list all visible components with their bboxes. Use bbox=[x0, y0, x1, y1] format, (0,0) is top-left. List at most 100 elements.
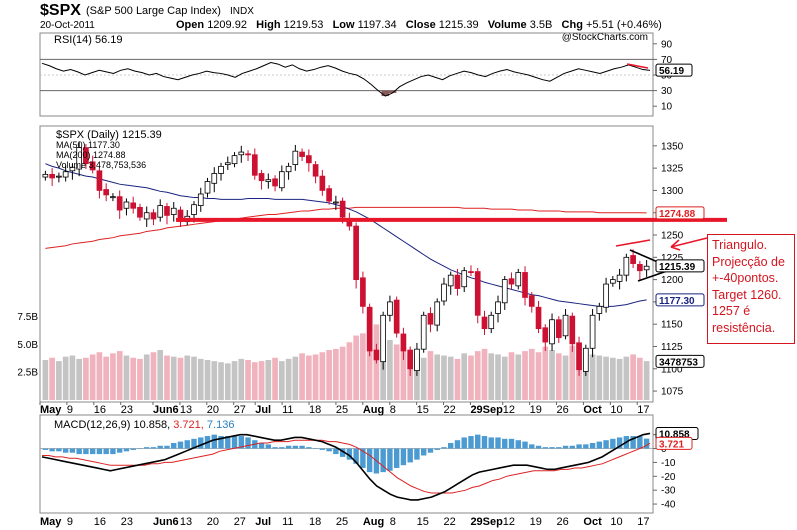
price-panel bbox=[39, 125, 654, 403]
x-axis-label: 9 bbox=[67, 404, 73, 416]
candle-body bbox=[420, 314, 427, 350]
macd-hist-bar bbox=[589, 442, 596, 449]
volume-bar bbox=[387, 340, 393, 400]
macd-legend: MACD(12,26,9) 10.858, 3.721, 7.136 bbox=[54, 419, 234, 431]
macd-hist-bar bbox=[448, 442, 454, 449]
candle-body bbox=[643, 265, 650, 271]
macd-hist-bar bbox=[116, 448, 123, 453]
price-tick-label: 1300 bbox=[661, 186, 684, 197]
candle-body bbox=[461, 270, 468, 288]
candle-body bbox=[380, 314, 386, 363]
macd-hist-bar bbox=[164, 445, 170, 449]
candle-body bbox=[278, 171, 285, 189]
macd-hist-bar bbox=[461, 437, 467, 449]
candle-body bbox=[333, 201, 339, 204]
macd-hist-bar bbox=[56, 448, 62, 452]
volume-bar bbox=[76, 358, 82, 400]
candle-body bbox=[42, 173, 49, 178]
candle-body bbox=[272, 178, 278, 187]
x-axis-label: May bbox=[40, 516, 62, 528]
volume-bar bbox=[630, 354, 636, 400]
candle-body bbox=[630, 255, 636, 264]
macd-hist-bar bbox=[441, 447, 447, 449]
x-axis-label: Aug bbox=[363, 404, 384, 416]
macd-hist-bar bbox=[326, 448, 332, 452]
candle-body bbox=[576, 342, 582, 371]
candle-body bbox=[603, 283, 609, 308]
volume-bar bbox=[285, 358, 292, 400]
candle-body bbox=[481, 316, 488, 330]
macd-hist-bar bbox=[285, 445, 292, 449]
x-axis-label: 18 bbox=[309, 516, 321, 528]
macd-hist-bar bbox=[265, 444, 272, 449]
candle-body bbox=[474, 271, 481, 316]
macd-hist-bar bbox=[184, 440, 190, 449]
volume-bar bbox=[454, 358, 461, 400]
volume-bar bbox=[42, 360, 49, 400]
volume-bar bbox=[610, 357, 616, 400]
macd-hist-bar bbox=[130, 448, 136, 450]
ma50-line bbox=[45, 163, 647, 307]
volume-bar bbox=[643, 361, 650, 400]
volume-bar bbox=[393, 344, 400, 400]
macd-hist-bar bbox=[603, 440, 609, 449]
candle-body bbox=[623, 256, 630, 276]
x-axis-label: 8 bbox=[390, 516, 396, 528]
candle-body bbox=[582, 347, 589, 372]
candle-body bbox=[211, 173, 218, 184]
macd-hist-bar bbox=[414, 448, 420, 460]
volume-bar bbox=[272, 357, 278, 400]
candle-body bbox=[319, 175, 326, 191]
x-axis-label: 25 bbox=[336, 404, 348, 416]
x-axis-label: 26 bbox=[557, 516, 569, 528]
x-axis-label: 17 bbox=[637, 404, 649, 416]
volume-bar bbox=[495, 354, 501, 400]
macd-hist-bar bbox=[89, 448, 96, 455]
price-last-value: 1215.39 bbox=[659, 262, 696, 273]
macd-hist-bar bbox=[387, 448, 393, 471]
volume-bar bbox=[447, 356, 454, 400]
candle-body bbox=[258, 173, 265, 182]
macd-hist-bar bbox=[258, 442, 265, 449]
candle-body bbox=[191, 204, 197, 215]
volume-bar bbox=[251, 362, 258, 400]
volume-last-value: 3478753 bbox=[659, 357, 698, 368]
macd-hist-bar bbox=[238, 436, 244, 449]
annotation-arrow bbox=[670, 237, 708, 248]
macd-hist-bar bbox=[211, 434, 217, 449]
x-axis-label: 29Sep bbox=[470, 404, 503, 416]
macd-hist-bar bbox=[333, 448, 339, 455]
volume-bar bbox=[555, 353, 562, 400]
candle-body bbox=[393, 299, 400, 334]
candle-body bbox=[508, 278, 515, 285]
macd-hist-bar bbox=[502, 438, 508, 449]
volume-bar bbox=[333, 348, 339, 400]
candle-body bbox=[366, 306, 373, 352]
x-axis-label: 23 bbox=[121, 516, 133, 528]
candle-body bbox=[292, 150, 299, 165]
legend-ma50: MA(50) 1177.30 bbox=[56, 140, 120, 150]
macd-hist-bar bbox=[488, 437, 494, 449]
x-axis-label: 20 bbox=[207, 404, 219, 416]
macd-hist-bar bbox=[76, 448, 82, 455]
macd-hist-bar bbox=[157, 445, 163, 449]
candle-body bbox=[434, 301, 441, 326]
volume-bar bbox=[346, 342, 353, 400]
macd-hist-bar bbox=[83, 448, 89, 455]
candle-body bbox=[387, 301, 393, 316]
macd-hist-bar bbox=[62, 448, 69, 453]
candle-body bbox=[56, 175, 62, 178]
volume-bar bbox=[211, 361, 218, 400]
macd-panel bbox=[39, 414, 654, 514]
macd-hist-bar bbox=[495, 437, 501, 449]
x-axis-label: 27 bbox=[234, 516, 246, 528]
macd-hist-bar bbox=[292, 445, 299, 449]
volume-bar bbox=[508, 352, 515, 400]
volume-bar bbox=[110, 353, 116, 400]
candle-body bbox=[373, 349, 380, 361]
price-tick-label: 1150 bbox=[661, 320, 683, 331]
volume-bar bbox=[616, 358, 623, 400]
volume-bar bbox=[535, 352, 542, 400]
x-axis-label: 27 bbox=[234, 404, 246, 416]
candle-body bbox=[569, 315, 576, 345]
